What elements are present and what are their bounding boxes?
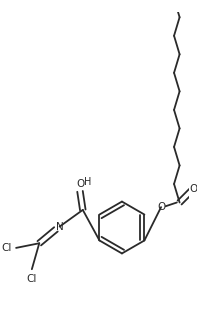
Text: N: N [56,222,63,232]
Text: Cl: Cl [27,274,37,284]
Text: O: O [76,178,84,189]
Text: O: O [189,184,197,194]
Text: O: O [157,202,165,212]
Text: Cl: Cl [1,243,11,253]
Text: H: H [84,177,91,187]
